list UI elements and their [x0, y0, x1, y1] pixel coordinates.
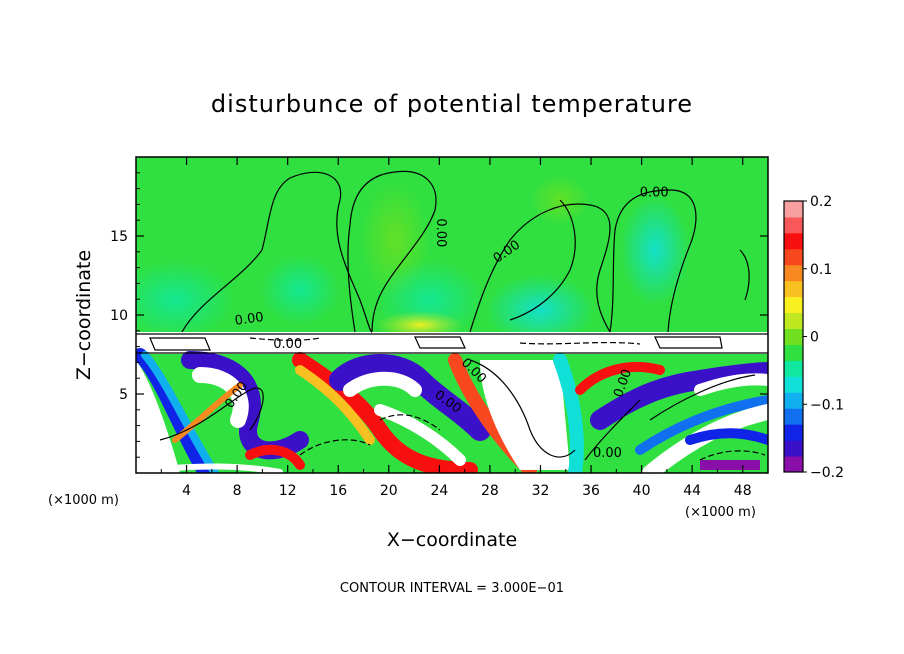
- turbulent-band: [590, 362, 768, 430]
- contour-inversion: [414, 336, 466, 349]
- colorbar-tick-label: −0.2: [810, 465, 844, 481]
- colorbar-swatch: [784, 296, 803, 314]
- x-unit-right: (×1000 m): [685, 505, 756, 520]
- x-tick-label: 8: [233, 483, 242, 499]
- turbulent-band: [343, 371, 422, 397]
- contour-inversion: [654, 336, 723, 349]
- contour-lower: [649, 374, 756, 421]
- colorbar-swatch: [784, 360, 803, 377]
- x-tick-label: 12: [279, 483, 297, 499]
- x-tick-label: 40: [633, 483, 651, 499]
- x-tick-label: 28: [481, 483, 499, 499]
- colorbar-swatch: [784, 216, 803, 234]
- x-tick-label: 48: [734, 483, 752, 499]
- contour-inversion: [249, 337, 321, 341]
- turbulent-band: [374, 404, 466, 466]
- contour-interval-annotation: CONTOUR INTERVAL = 3.000E−01: [340, 581, 564, 596]
- contour-zero: [509, 199, 576, 321]
- colorbar-swatch: [784, 328, 803, 345]
- contour-lower: [159, 387, 264, 441]
- x-axis-label: X−coordinate: [387, 529, 517, 551]
- colorbar-swatch: [784, 264, 803, 282]
- contour-zero: [469, 203, 611, 333]
- turbulent-bands: [136, 348, 768, 473]
- y-axis: 5 10 15: [110, 172, 768, 458]
- colorbar-swatch: [784, 424, 803, 441]
- turbulent-band: [141, 351, 219, 473]
- contour-zero: [609, 189, 697, 333]
- contour-lower: [299, 439, 371, 456]
- contour-zero: [739, 249, 750, 301]
- turbulent-band: [553, 353, 584, 473]
- y-tick-label: 5: [119, 387, 128, 403]
- x-axis: 4 8 12 16 20 24 28 32 36 40 44 48: [160, 157, 752, 499]
- contour-lower: [379, 414, 441, 431]
- turbulent-band: [575, 362, 665, 395]
- contour-inversion: [149, 337, 211, 351]
- turbulent-region: [700, 460, 760, 470]
- contour-label: 0.00: [433, 218, 448, 247]
- x-tick-label: 32: [532, 483, 550, 499]
- colorbar-swatch: [784, 456, 803, 473]
- x-tick-label: 44: [683, 483, 701, 499]
- x-tick-label: 16: [329, 483, 347, 499]
- y-tick-label: 10: [110, 308, 128, 324]
- turbulent-band: [292, 352, 478, 473]
- turbulent-band: [172, 382, 243, 443]
- contour-zero: [181, 171, 373, 333]
- turbulent-region: [480, 360, 570, 470]
- colorbar-tick-label: 0.2: [810, 194, 832, 210]
- contour-label: 0.00: [234, 310, 265, 329]
- colorbar-swatch: [784, 376, 803, 393]
- contour-label: 0.00: [593, 446, 622, 461]
- chart-title: disturbunce of potential temperature: [211, 90, 693, 118]
- y-tick-label: 15: [110, 229, 128, 245]
- colorbar-swatch: [784, 312, 803, 330]
- x-tick-label: 4: [182, 483, 191, 499]
- contour-zero: [347, 170, 437, 333]
- turbulent-band: [147, 463, 283, 473]
- contour-inversion: [519, 341, 641, 345]
- turbulent-band: [295, 365, 375, 445]
- contour-label: 0.00: [640, 186, 669, 201]
- contour-lower: [584, 399, 641, 461]
- x-tick-label: 24: [430, 483, 448, 499]
- colorbar-swatch: [784, 440, 803, 457]
- x-unit-left: (×1000 m): [48, 493, 119, 508]
- field-patch: [136, 260, 235, 340]
- turbulent-band: [685, 428, 768, 445]
- contour-label: 0.00: [273, 337, 302, 352]
- contour-lines: [136, 170, 768, 461]
- plot-area: 0.000.000.000.000.000.00 0.000.00 0.000.00: [136, 157, 768, 473]
- colorbar-swatch: [784, 280, 803, 298]
- colorbar-swatch: [784, 232, 803, 250]
- colorbar: 0.2 0.1 0 −0.1 −0.2: [783, 194, 844, 481]
- field-patch: [260, 255, 340, 325]
- y-axis-label: Z−coordinate: [73, 250, 95, 380]
- turbulent-band: [245, 444, 305, 470]
- turbulent-region: [136, 360, 180, 473]
- field-patch: [620, 195, 690, 305]
- colorbar-swatch: [784, 408, 803, 425]
- field-patch: [485, 275, 595, 345]
- colorbar-swatch: [784, 344, 803, 361]
- colorbar-swatch: [784, 392, 803, 409]
- x-tick-label: 36: [582, 483, 600, 499]
- contour-labels: 0.000.000.000.000.000.00 0.000.00 0.000.00: [222, 186, 668, 462]
- x-tick-label: 20: [380, 483, 398, 499]
- turbulent-band: [635, 395, 768, 455]
- colorbar-tick-label: 0.1: [810, 262, 832, 278]
- inversion-band: [136, 332, 768, 354]
- colorbar-swatch: [784, 248, 803, 266]
- colorbar-tick-label: −0.1: [810, 397, 844, 413]
- contour-lower: [469, 359, 576, 458]
- turbulent-band: [694, 373, 768, 396]
- colorbar-swatch: [784, 201, 803, 218]
- colorbar-tick-label: 0: [810, 330, 819, 346]
- turbulent-band: [329, 354, 491, 441]
